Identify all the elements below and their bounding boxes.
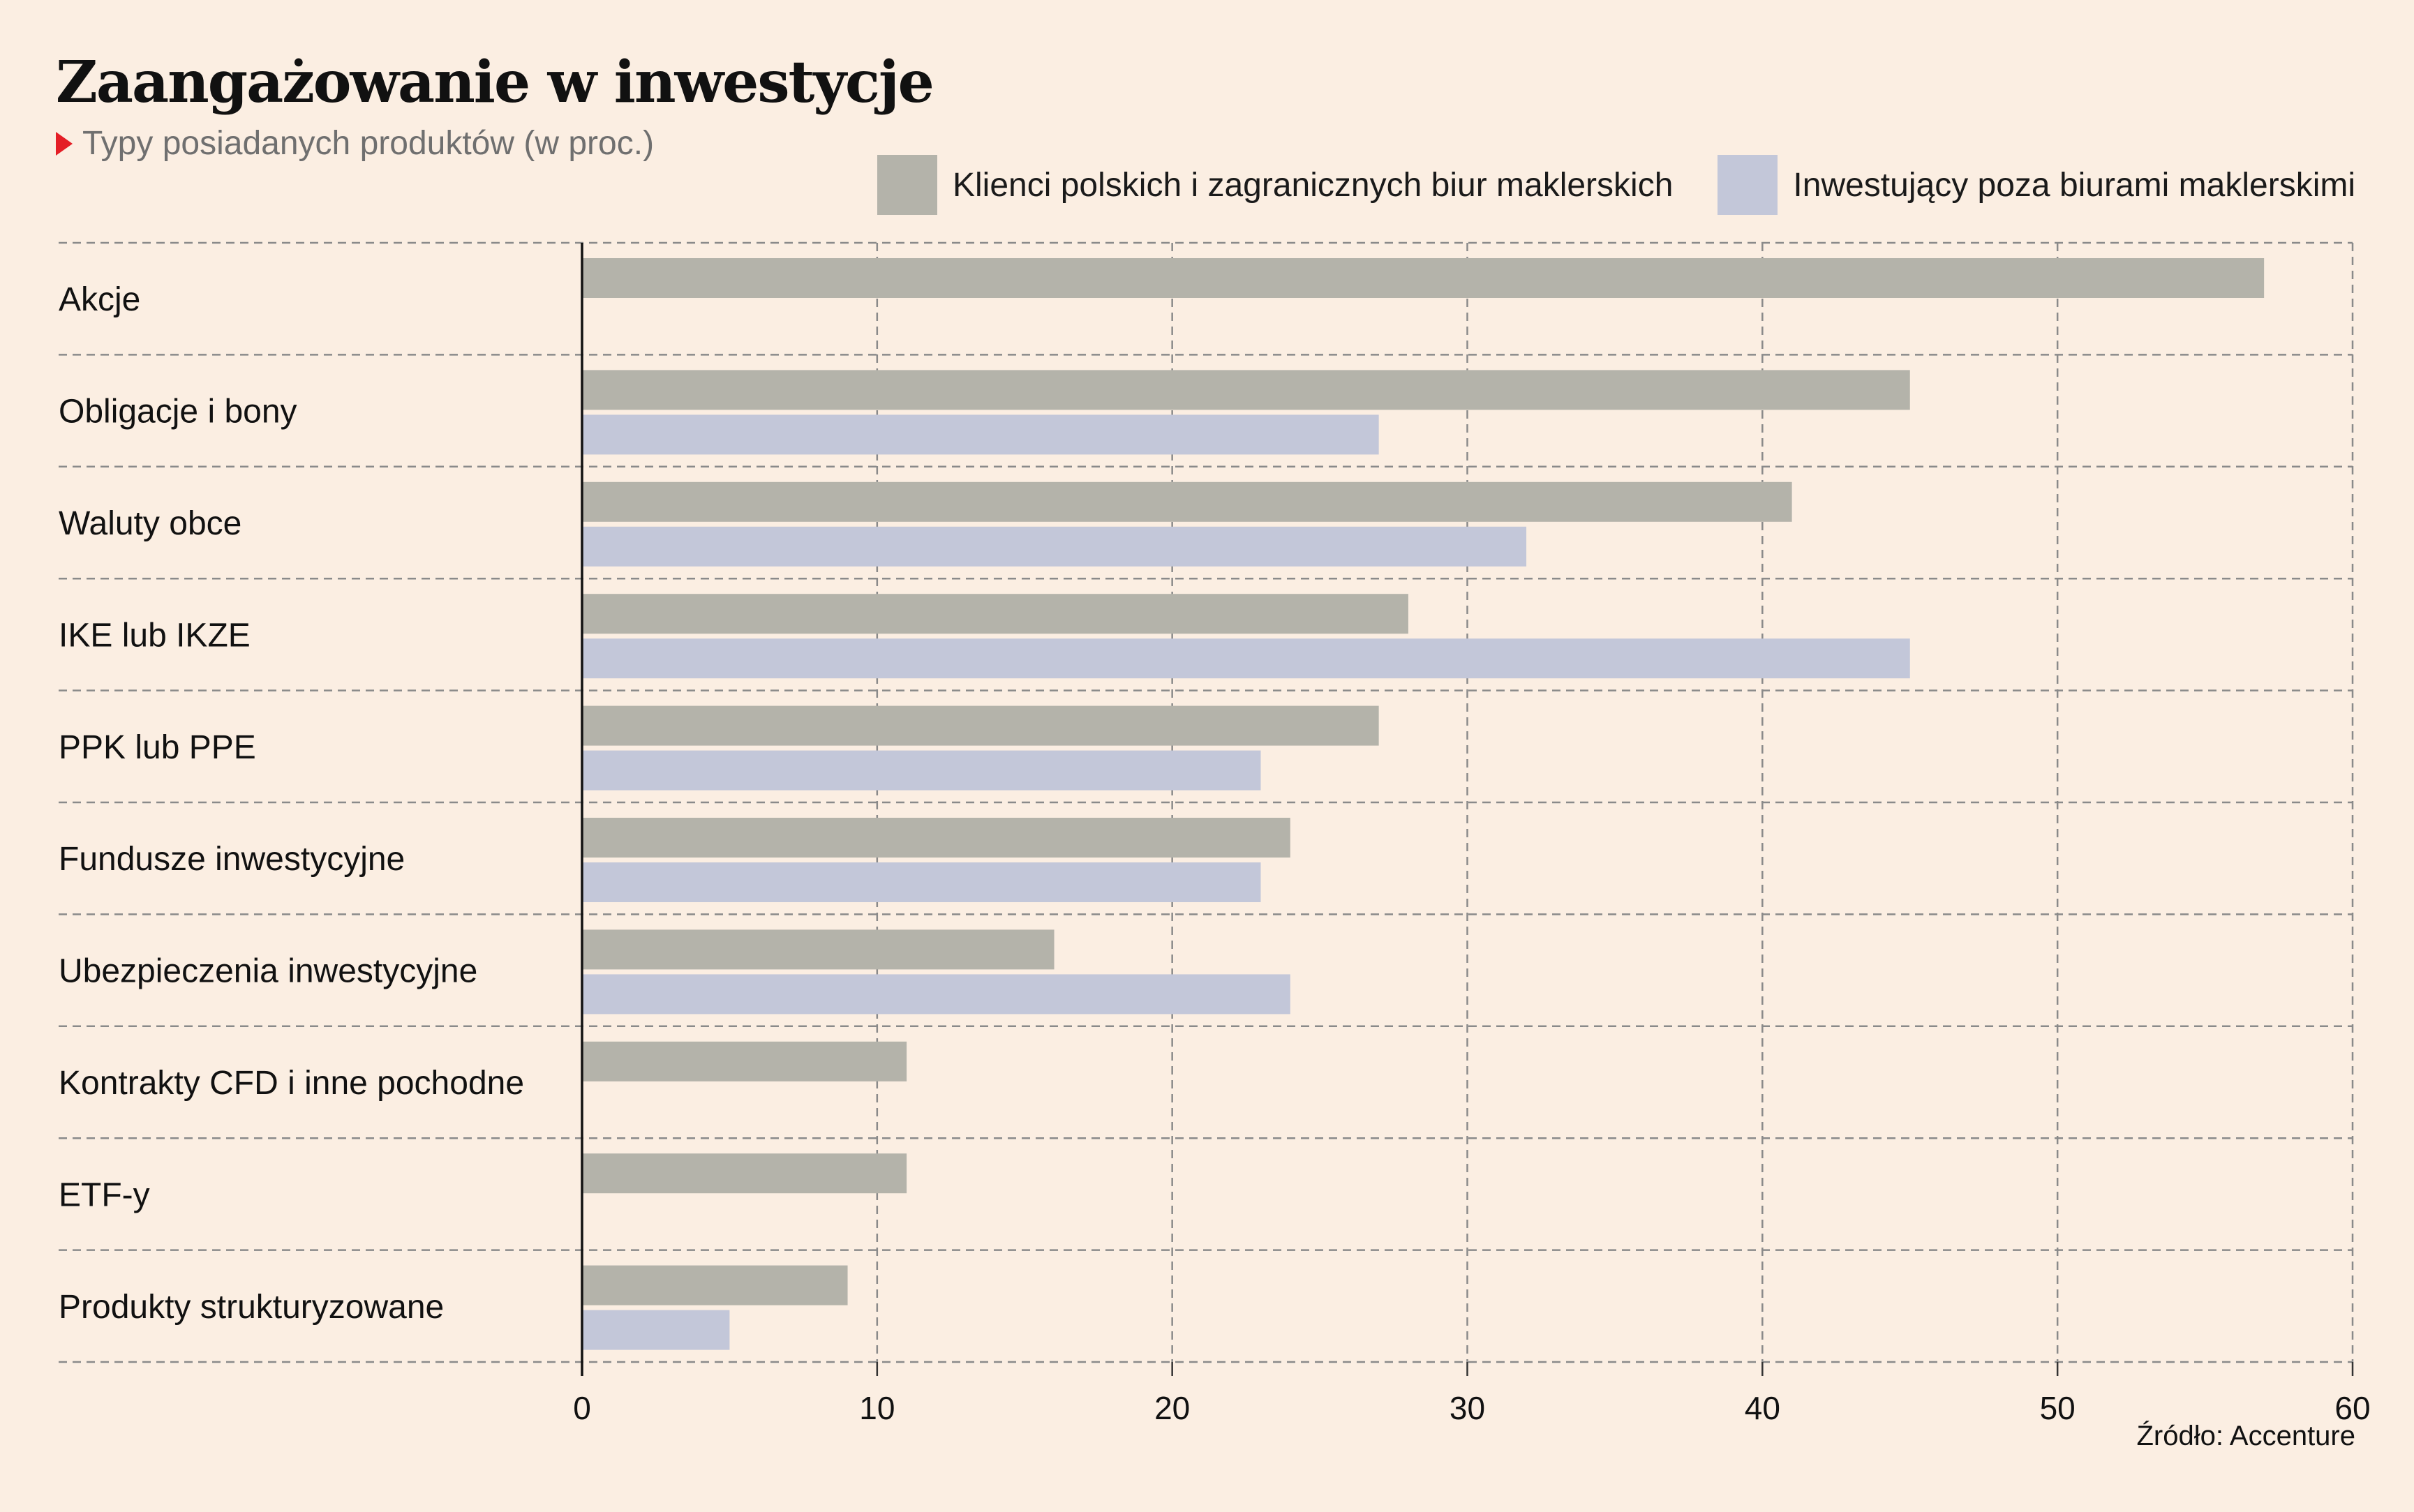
- category-label: Waluty obce: [59, 505, 241, 542]
- category-label: Akcje: [59, 281, 140, 318]
- bar-brokerage-clients: [582, 1041, 907, 1081]
- bar-brokerage-clients: [582, 594, 1408, 634]
- bar-brokerage-clients: [582, 818, 1290, 858]
- x-tick-label: 60: [2334, 1390, 2370, 1426]
- legend: Klienci polskich i zagranicznych biur ma…: [877, 155, 2355, 215]
- legend-label-brokerage-clients: Klienci polskich i zagranicznych biur ma…: [953, 166, 1674, 204]
- legend-label-other-investors: Inwestujący poza biurami maklerskimi: [1793, 166, 2355, 204]
- bar-brokerage-clients: [582, 481, 1792, 522]
- bar-brokerage-clients: [582, 1153, 907, 1194]
- triangle-marker-icon: [56, 131, 73, 156]
- bar-other-investors: [582, 1310, 730, 1350]
- x-tick-label: 40: [1745, 1390, 1780, 1426]
- chart-title: Zaangażowanie w inwestycje: [56, 49, 934, 116]
- bar-brokerage-clients: [582, 929, 1055, 970]
- bar-other-investors: [582, 638, 1910, 679]
- category-label: Obligacje i bony: [59, 394, 297, 431]
- legend-item-brokerage-clients: Klienci polskich i zagranicznych biur ma…: [877, 155, 1673, 215]
- category-label: Produkty strukturyzowane: [59, 1289, 444, 1326]
- bar-brokerage-clients: [582, 370, 1910, 410]
- category-label: ETF-y: [59, 1176, 150, 1213]
- category-label: PPK lub PPE: [59, 729, 256, 766]
- x-tick-label: 10: [859, 1390, 895, 1426]
- x-tick-label: 0: [573, 1390, 591, 1426]
- subtitle-text: Typy posiadanych produktów (w proc.): [82, 125, 655, 162]
- x-tick-label: 30: [1450, 1390, 1485, 1426]
- category-label: Ubezpieczenia inwestycyjne: [59, 953, 477, 990]
- x-tick-label: 50: [2040, 1390, 2076, 1426]
- legend-swatch-other-investors: [1718, 155, 1778, 215]
- bar-other-investors: [582, 974, 1290, 1015]
- bar-other-investors: [582, 862, 1261, 902]
- bar-other-investors: [582, 750, 1261, 791]
- bar-brokerage-clients: [582, 258, 2265, 298]
- category-label: Kontrakty CFD i inne pochodne: [59, 1065, 524, 1102]
- legend-item-other-investors: Inwestujący poza biurami maklerskimi: [1718, 155, 2355, 215]
- category-label: Fundusze inwestycyjne: [59, 841, 405, 878]
- bar-other-investors: [582, 414, 1379, 455]
- legend-swatch-brokerage-clients: [877, 155, 937, 215]
- bar-other-investors: [582, 526, 1527, 567]
- bar-brokerage-clients: [582, 705, 1379, 746]
- bar-brokerage-clients: [582, 1265, 848, 1305]
- chart-subtitle: Typy posiadanych produktów (w proc.): [56, 124, 654, 163]
- category-label: IKE lub IKZE: [59, 617, 251, 654]
- x-tick-label: 20: [1154, 1390, 1190, 1426]
- source-note: Źródło: Accenture: [2136, 1421, 2356, 1451]
